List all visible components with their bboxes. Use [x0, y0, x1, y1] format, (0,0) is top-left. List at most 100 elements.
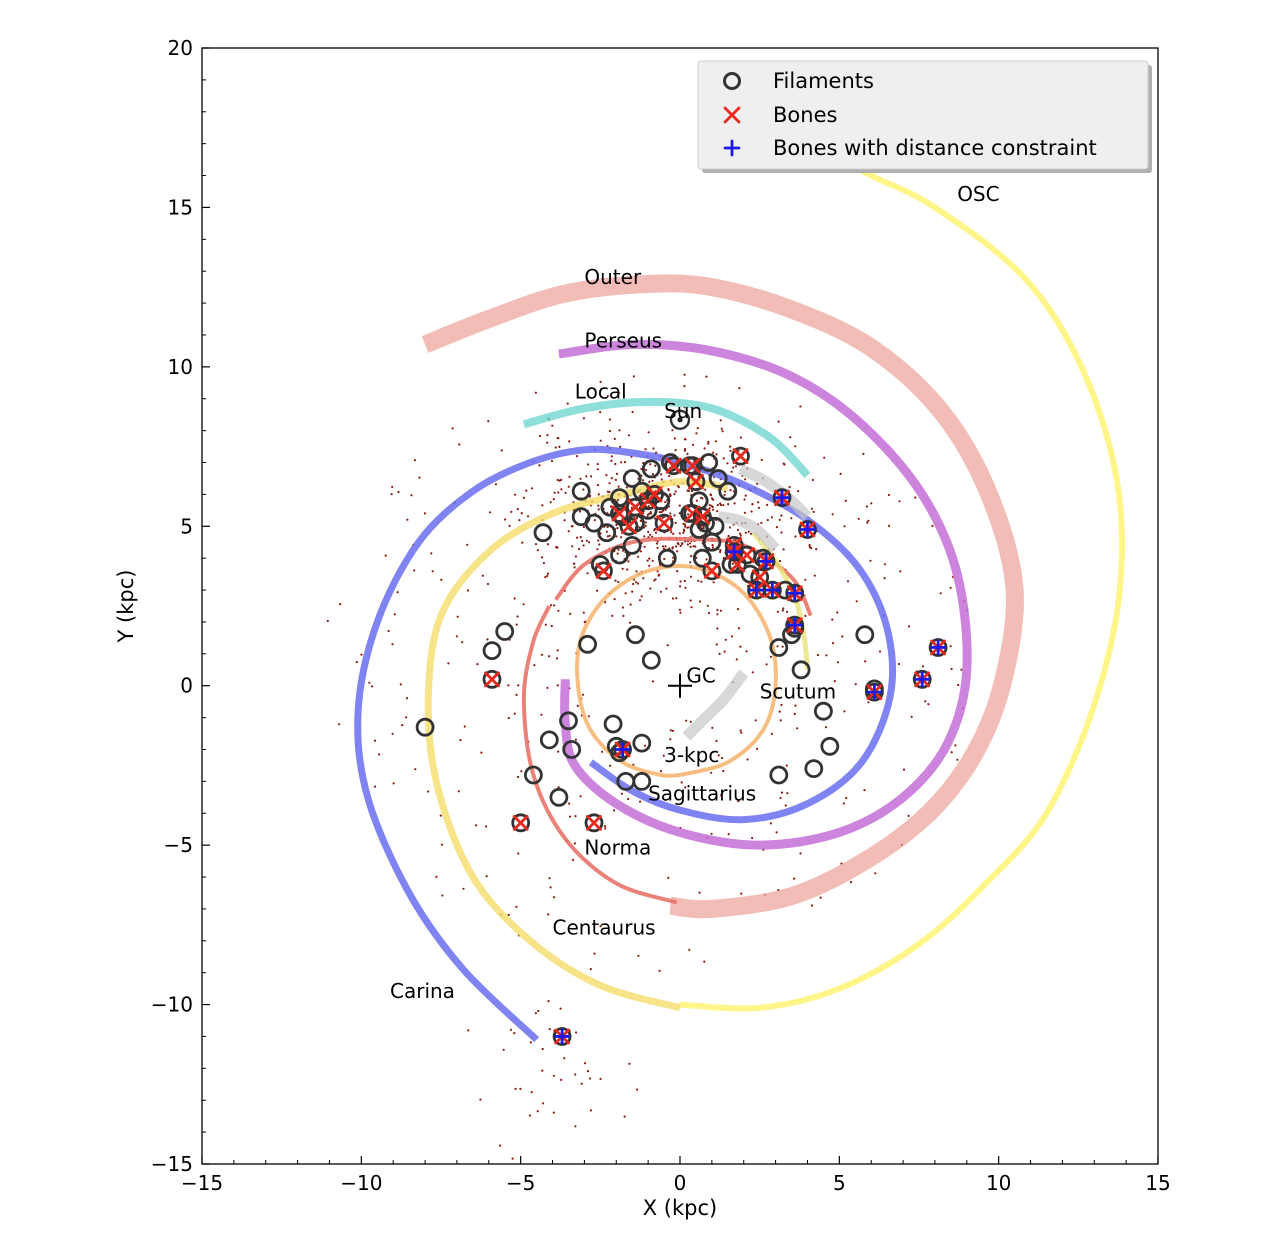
bone-ring	[594, 561, 613, 581]
noise-dot	[823, 456, 826, 459]
noise-dot	[568, 440, 571, 443]
noise-dot	[883, 577, 886, 580]
noise-dot	[586, 572, 589, 575]
noise-dot	[674, 521, 677, 525]
noise-dot	[816, 653, 820, 657]
noise-dot	[780, 514, 783, 517]
noise-dot	[507, 716, 510, 720]
noise-dot	[914, 496, 917, 499]
bone-distance-marker	[786, 585, 803, 602]
bone-ring	[686, 472, 706, 492]
noise-dot	[808, 545, 811, 549]
noise-dot	[784, 804, 787, 807]
noise-dot	[718, 652, 721, 656]
noise-dot	[656, 546, 659, 550]
noise-dot	[717, 754, 720, 757]
noise-dot	[611, 614, 614, 618]
axis-ticks: −15 −10 −5 0 5 10 15 −15 −10 −5 0 5 10 15 20	[151, 36, 1171, 1195]
noise-dot	[401, 724, 404, 727]
noise-dot	[596, 548, 599, 551]
noise-dot	[610, 455, 614, 458]
noise-dot	[689, 575, 693, 578]
bone-ring	[731, 446, 750, 466]
arm-norma	[521, 605, 678, 905]
noise-dot	[819, 896, 822, 899]
noise-dot	[700, 580, 703, 583]
x-tick-label: 10	[986, 1171, 1011, 1195]
noise-dot	[695, 432, 698, 435]
bone-distance-marker	[726, 543, 743, 560]
noise-dot	[546, 574, 549, 578]
noise-dot	[808, 544, 811, 547]
y-tick-label: 0	[180, 674, 193, 698]
noise-dot	[854, 683, 857, 686]
filament-marker	[705, 516, 725, 536]
noise-dot	[691, 443, 695, 446]
bone-ring	[638, 491, 658, 511]
noise-dot	[637, 954, 640, 957]
noise-dot	[601, 750, 604, 753]
noise-dot	[518, 519, 521, 522]
noise-dot	[533, 664, 536, 667]
noise-dot	[507, 684, 510, 687]
noise-dot	[844, 499, 847, 502]
filament-marker	[804, 759, 824, 778]
noise-dot	[779, 719, 782, 722]
noise-dot	[440, 843, 443, 846]
noise-dot	[550, 624, 553, 628]
noise-dot	[608, 482, 611, 485]
noise-dot	[780, 703, 783, 707]
noise-dot	[609, 429, 612, 433]
noise-dot	[593, 519, 596, 522]
noise-dot	[605, 474, 608, 477]
noise-dot	[789, 436, 792, 439]
noise-dot	[719, 419, 722, 422]
bone-marker	[656, 515, 672, 531]
noise-dot	[582, 525, 586, 529]
noise-dot	[582, 417, 586, 420]
noise-dot	[621, 549, 625, 552]
noise-dot	[831, 513, 834, 516]
noise-dot	[833, 680, 836, 683]
noise-dot	[537, 1009, 540, 1013]
noise-dot	[736, 528, 740, 532]
noise-dot	[796, 727, 799, 730]
bone-marker	[684, 457, 701, 474]
noise-dot	[711, 726, 714, 730]
filament-marker	[524, 765, 543, 785]
filament-marker	[610, 545, 629, 565]
noise-dot	[507, 913, 510, 917]
bone-marker	[703, 563, 720, 579]
noise-dot	[541, 1047, 544, 1051]
noise-dot	[690, 489, 694, 493]
noise-dot	[729, 449, 732, 452]
bone-distance-marker	[866, 684, 883, 700]
bone-distance-marker	[764, 582, 781, 598]
noise-dot	[687, 489, 691, 493]
bone-distance-marker	[554, 1028, 570, 1045]
noise-dot	[616, 552, 619, 555]
noise-dot	[647, 530, 650, 534]
noise-dot	[476, 663, 479, 666]
noise-dot	[653, 529, 656, 532]
noise-dot	[716, 510, 719, 513]
noise-dot	[568, 802, 571, 805]
noise-dot	[355, 660, 358, 664]
bone-ring	[702, 561, 722, 581]
noise-dot	[751, 671, 754, 674]
bone-ring	[654, 513, 674, 533]
noise-dot	[684, 525, 687, 528]
noise-dot	[960, 668, 963, 671]
noise-dot	[683, 373, 686, 376]
noise-dot	[654, 464, 657, 467]
arm-centaurus	[424, 478, 729, 1012]
y-tick-label: −5	[164, 833, 193, 857]
filament-marker	[584, 513, 604, 533]
noise-dot	[776, 610, 780, 613]
noise-dot	[634, 581, 638, 584]
noise-dot	[902, 768, 906, 771]
noise-dot	[671, 597, 675, 600]
noise-dot	[405, 716, 408, 719]
noise-dot	[590, 475, 593, 478]
noise-dot	[722, 769, 725, 773]
